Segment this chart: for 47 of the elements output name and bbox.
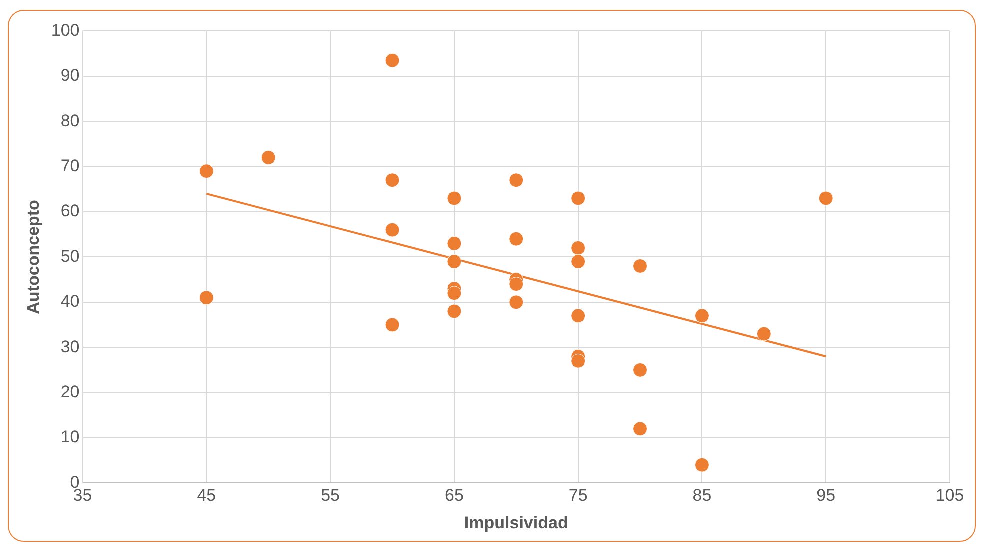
point [756, 326, 772, 342]
y-tick-label: 30 [60, 337, 80, 356]
point [571, 254, 586, 269]
x-tick-label: 75 [568, 486, 588, 506]
point [694, 458, 710, 472]
y-tick-label: 100 [51, 20, 80, 40]
point [633, 422, 648, 436]
x-tick-label: 85 [692, 486, 712, 506]
point [385, 318, 400, 332]
point [447, 254, 462, 269]
point [385, 222, 400, 238]
y-axis-title: Autoconcepto [24, 200, 43, 314]
point [385, 53, 400, 68]
point [385, 173, 400, 188]
x-tick-label: 45 [197, 486, 216, 506]
point [571, 191, 586, 206]
point [509, 173, 524, 188]
y-tick-label: 80 [60, 111, 80, 130]
y-tick-label: 50 [60, 246, 80, 266]
point [509, 277, 524, 292]
point [199, 290, 214, 306]
point [447, 304, 462, 319]
point [694, 308, 710, 324]
y-tick-label: 70 [60, 156, 80, 176]
point [633, 258, 648, 274]
x-tick-label: 65 [444, 486, 464, 506]
x-axis-title: Impulsividad [464, 513, 568, 532]
point [261, 150, 276, 166]
y-tick-label: 40 [60, 292, 80, 312]
point [509, 232, 524, 246]
point [447, 191, 462, 206]
point [199, 164, 214, 179]
point [571, 354, 586, 368]
y-tick-label: 90 [60, 66, 80, 86]
point [509, 295, 524, 310]
x-tick-label: 55 [321, 486, 340, 506]
point [818, 191, 834, 206]
y-tick-label: 20 [60, 382, 80, 402]
x-tick-label: 105 [936, 486, 964, 506]
point [571, 308, 586, 324]
x-tick-label: 95 [816, 486, 836, 506]
point [447, 236, 462, 251]
point [447, 286, 462, 301]
point [633, 362, 648, 378]
y-tick-label: 10 [60, 428, 80, 447]
point [571, 240, 586, 256]
y-tick-label: 60 [60, 202, 80, 221]
